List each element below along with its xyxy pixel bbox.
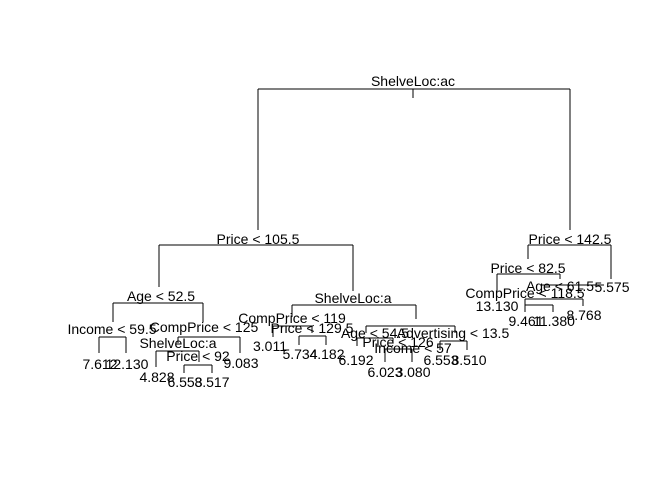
split-label-n4: Age < 52.5 bbox=[127, 288, 195, 304]
split-label-n9: Price < 92 bbox=[166, 348, 230, 364]
split-label-n16: Price < 82.5 bbox=[490, 260, 565, 276]
split-label-n1: ShelveLoc:ac bbox=[371, 73, 455, 89]
leaf-value: 8.517 bbox=[194, 374, 229, 390]
split-label-n10: CompPrice < 119 bbox=[238, 310, 346, 326]
split-label-n6: Income < 59.5 bbox=[67, 321, 156, 337]
split-label-n18: Age < 61.5 bbox=[526, 278, 594, 294]
split-label-n8: ShelveLoc:a bbox=[139, 335, 216, 351]
leaf-value: 5.575 bbox=[594, 279, 629, 295]
leaf-value: 11.380 bbox=[533, 313, 575, 329]
leaf-value: 4.828 bbox=[139, 369, 174, 385]
leaf-value: 12.130 bbox=[106, 356, 149, 372]
split-label-n13: Age < 54.5 bbox=[341, 325, 409, 341]
split-label-n12: Income < 57 bbox=[374, 340, 452, 356]
leaf-value: 3.080 bbox=[395, 364, 430, 380]
leaf-value: 6.553 bbox=[167, 374, 202, 390]
split-label-n15: Price < 126 bbox=[362, 334, 433, 350]
leaf-value: 7.612 bbox=[82, 356, 117, 372]
leaf-value: 6.023 bbox=[367, 364, 402, 380]
split-label-n14: Advertising < 13.5 bbox=[397, 325, 510, 341]
leaf-value: 13.130 bbox=[476, 298, 519, 314]
split-label-n17: CompPrice < 118.5 bbox=[465, 285, 584, 301]
leaf-value: 3.011 bbox=[253, 338, 287, 354]
leaf-value: 4.182 bbox=[309, 346, 344, 362]
leaf-value: 9.083 bbox=[223, 355, 258, 371]
split-label-n3: Price < 142.5 bbox=[529, 231, 612, 247]
leaf-value: 9.461 bbox=[508, 313, 543, 329]
split-label-n2: Price < 105.5 bbox=[217, 231, 300, 247]
tree-branches bbox=[98, 88, 612, 373]
leaf-values: 7.612 12.130 4.828 6.553 8.517 9.083 3.0… bbox=[82, 279, 629, 390]
leaf-value: 6.553 bbox=[423, 352, 458, 368]
leaf-value: 8.768 bbox=[566, 307, 601, 323]
split-label-n7: CompPrice < 125 bbox=[150, 319, 259, 335]
leaf-value: 8.510 bbox=[451, 352, 486, 368]
leaf-value: 5.734 bbox=[282, 346, 317, 362]
split-label-n5: ShelveLoc:a bbox=[314, 290, 391, 306]
split-label-n11: Price < 129.5 bbox=[271, 320, 354, 336]
leaf-value: 6.192 bbox=[338, 352, 373, 368]
split-labels: ShelveLoc:ac Price < 105.5 Price < 142.5… bbox=[67, 73, 611, 364]
